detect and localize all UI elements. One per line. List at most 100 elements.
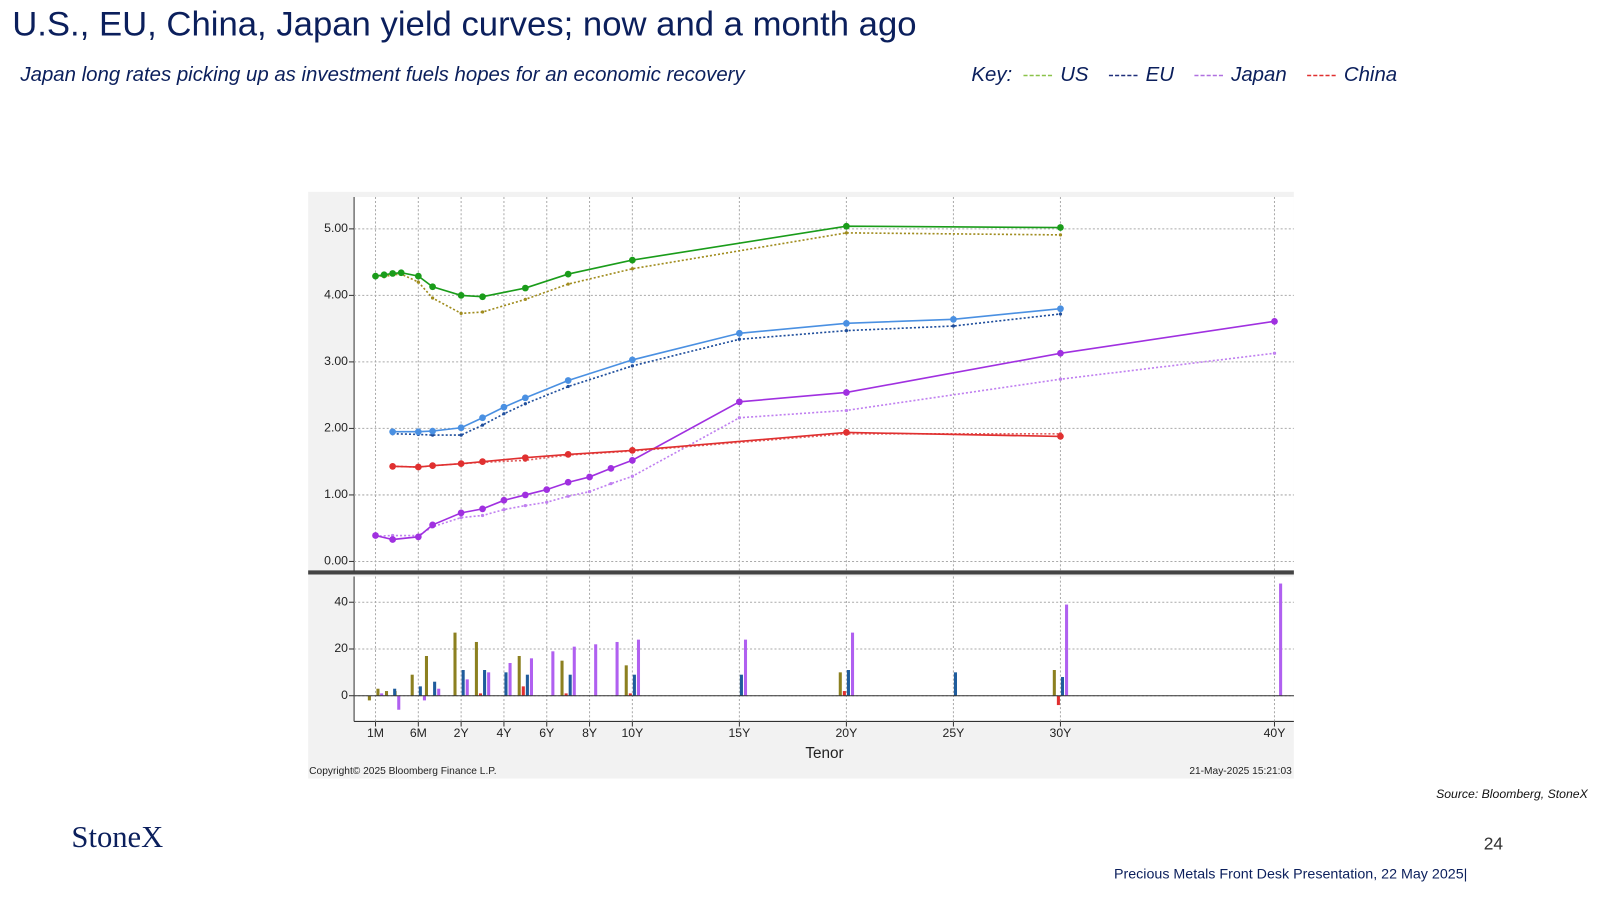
point bbox=[380, 271, 388, 279]
bar bbox=[478, 693, 483, 696]
copyright: Copyright© 2025 Bloomberg Finance L.P. bbox=[309, 766, 496, 777]
point bbox=[389, 536, 397, 543]
bar bbox=[624, 665, 628, 696]
point bbox=[843, 319, 850, 327]
bar bbox=[529, 658, 533, 696]
point bbox=[429, 521, 436, 529]
point bbox=[457, 460, 465, 468]
point bbox=[843, 429, 850, 436]
point bbox=[844, 231, 849, 235]
point bbox=[416, 280, 420, 284]
point bbox=[1058, 377, 1063, 381]
bar bbox=[953, 672, 957, 696]
logo: StoneX bbox=[71, 820, 163, 854]
point bbox=[502, 412, 506, 416]
bar bbox=[846, 670, 850, 696]
charts: 1M 6M 2Y 4Y 6Y 8Y 10Y 15Y 20Y 25Y 30Y 40Y 0.00 1.00 2.… bbox=[324, 196, 1294, 740]
point bbox=[843, 389, 850, 396]
bar bbox=[461, 670, 465, 696]
point bbox=[736, 329, 743, 337]
legend: Key: US EU Japan China bbox=[971, 64, 1397, 86]
x-tick-label: 30Y bbox=[1050, 726, 1072, 740]
bar bbox=[842, 691, 846, 696]
bar bbox=[433, 681, 437, 696]
x-tick-label: 6M bbox=[410, 726, 427, 740]
point bbox=[951, 324, 956, 328]
series-line bbox=[392, 431, 1061, 468]
y-tick-label: 20 bbox=[334, 641, 348, 655]
point bbox=[737, 337, 742, 341]
point bbox=[389, 428, 397, 436]
legend-entry: EU bbox=[1146, 64, 1175, 86]
bar bbox=[453, 632, 457, 696]
point bbox=[523, 402, 527, 406]
page-number: 24 bbox=[1484, 833, 1504, 853]
bar bbox=[1056, 695, 1060, 706]
point bbox=[609, 481, 613, 486]
point bbox=[457, 424, 465, 432]
point bbox=[1058, 312, 1063, 316]
bar bbox=[517, 655, 521, 696]
bar bbox=[1279, 583, 1283, 696]
point bbox=[480, 513, 485, 518]
y-tick-label: 2.00 bbox=[324, 421, 348, 435]
bar bbox=[615, 641, 619, 696]
point bbox=[1271, 317, 1278, 325]
x-axis-title: Tenor bbox=[805, 745, 843, 762]
point bbox=[457, 292, 465, 299]
point bbox=[950, 315, 957, 323]
footer: Precious Metals Front Desk Presentation,… bbox=[1114, 866, 1467, 882]
source: Source: Bloomberg, StoneX bbox=[1436, 787, 1588, 801]
point bbox=[564, 478, 572, 486]
point bbox=[630, 267, 634, 271]
point bbox=[564, 377, 572, 384]
bar bbox=[1052, 670, 1056, 696]
point bbox=[628, 447, 636, 454]
point bbox=[429, 283, 436, 291]
point bbox=[566, 384, 570, 389]
point bbox=[521, 394, 529, 402]
legend-entry: US bbox=[1060, 64, 1089, 86]
point bbox=[502, 507, 506, 512]
bar bbox=[508, 663, 512, 696]
x-tick-label: 10Y bbox=[621, 726, 643, 740]
point bbox=[566, 282, 570, 286]
x-tick-label: 4Y bbox=[496, 726, 511, 740]
bar bbox=[525, 674, 529, 696]
point bbox=[628, 456, 636, 464]
y-tick-label: 4.00 bbox=[324, 288, 348, 302]
point bbox=[1272, 351, 1277, 355]
x-tick-label: 1M bbox=[367, 726, 384, 740]
point bbox=[479, 414, 486, 422]
x-tick-label: 25Y bbox=[943, 726, 965, 740]
point bbox=[459, 433, 463, 437]
bar bbox=[410, 674, 414, 696]
bar bbox=[850, 632, 855, 696]
bar bbox=[424, 655, 428, 696]
x-tick-label: 8Y bbox=[582, 726, 597, 740]
point bbox=[523, 297, 527, 302]
x-tick-label: 2Y bbox=[454, 726, 469, 740]
bar bbox=[380, 693, 384, 696]
point bbox=[737, 416, 742, 420]
slide-title: U.S., EU, China, Japan yield curves; now… bbox=[12, 6, 916, 44]
point bbox=[429, 427, 436, 435]
point bbox=[414, 533, 422, 541]
bar bbox=[465, 679, 469, 696]
point bbox=[844, 408, 849, 413]
point bbox=[414, 272, 422, 280]
point bbox=[480, 423, 485, 427]
point bbox=[630, 474, 634, 478]
point bbox=[1057, 224, 1064, 231]
y-tick-label: 5.00 bbox=[324, 221, 348, 235]
point bbox=[479, 458, 486, 466]
bar bbox=[628, 693, 632, 696]
point bbox=[628, 356, 636, 364]
point bbox=[389, 462, 397, 470]
bar bbox=[1060, 677, 1065, 696]
point bbox=[844, 329, 849, 333]
y-tick-label: 0.00 bbox=[324, 554, 348, 568]
point bbox=[372, 272, 379, 280]
bar bbox=[521, 686, 525, 696]
